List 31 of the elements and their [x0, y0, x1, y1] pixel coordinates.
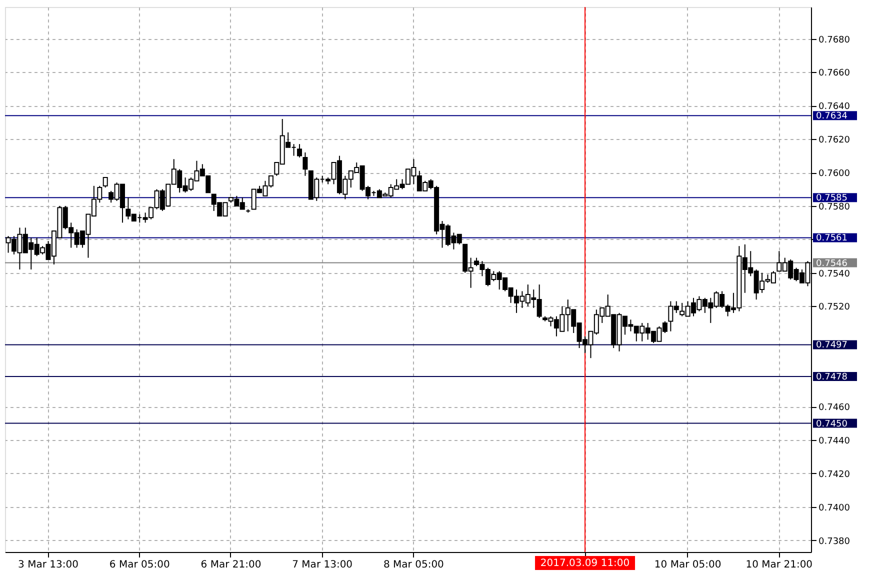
y-tick-label: 0.7420 — [818, 470, 850, 480]
candlestick — [302, 152, 308, 176]
y-tick-label: 0.7580 — [818, 202, 850, 212]
y-tick-label: 0.7660 — [818, 68, 850, 79]
y-tick-label: 0.7440 — [818, 436, 850, 446]
y-tick-label: 0.7640 — [818, 102, 850, 112]
x-tick-label: 2017.03.09 11:00 — [540, 558, 630, 569]
candlestick — [297, 144, 302, 158]
x-tick-label: 3 Mar 13:00 — [18, 560, 78, 570]
x-tick-label: 6 Mar 21:00 — [200, 560, 262, 570]
x-tick-label: 7 Mar 13:00 — [292, 560, 353, 570]
y-tick-label: 0.7460 — [818, 403, 850, 414]
y-tick-label: 0.7600 — [818, 169, 850, 180]
ref-line-label: 0.7585 — [816, 194, 848, 204]
x-tick-label: 10 Mar 21:00 — [746, 560, 813, 570]
ref-line-label: 0.7478 — [816, 372, 848, 382]
y-tick-label: 0.7680 — [818, 35, 850, 46]
ref-line-label: 0.7546 — [816, 258, 848, 269]
y-tick-label: 0.7520 — [818, 302, 850, 313]
ref-line-label: 0.7450 — [816, 419, 848, 430]
y-tick-label: 0.7620 — [818, 136, 850, 146]
ref-line-label: 0.7634 — [816, 112, 848, 122]
x-tick-label: 10 Mar 05:00 — [654, 560, 722, 570]
ref-line-label: 0.7497 — [816, 340, 848, 351]
x-tick-label: 6 Mar 05:00 — [109, 560, 170, 570]
y-tick-label: 0.7540 — [818, 269, 850, 280]
ref-line-label: 0.7561 — [816, 234, 848, 244]
candlestick — [102, 177, 108, 188]
x-tick-label: 8 Mar 05:00 — [384, 560, 444, 570]
y-tick-label: 0.7380 — [818, 536, 850, 547]
y-tick-label: 0.7400 — [818, 503, 850, 514]
